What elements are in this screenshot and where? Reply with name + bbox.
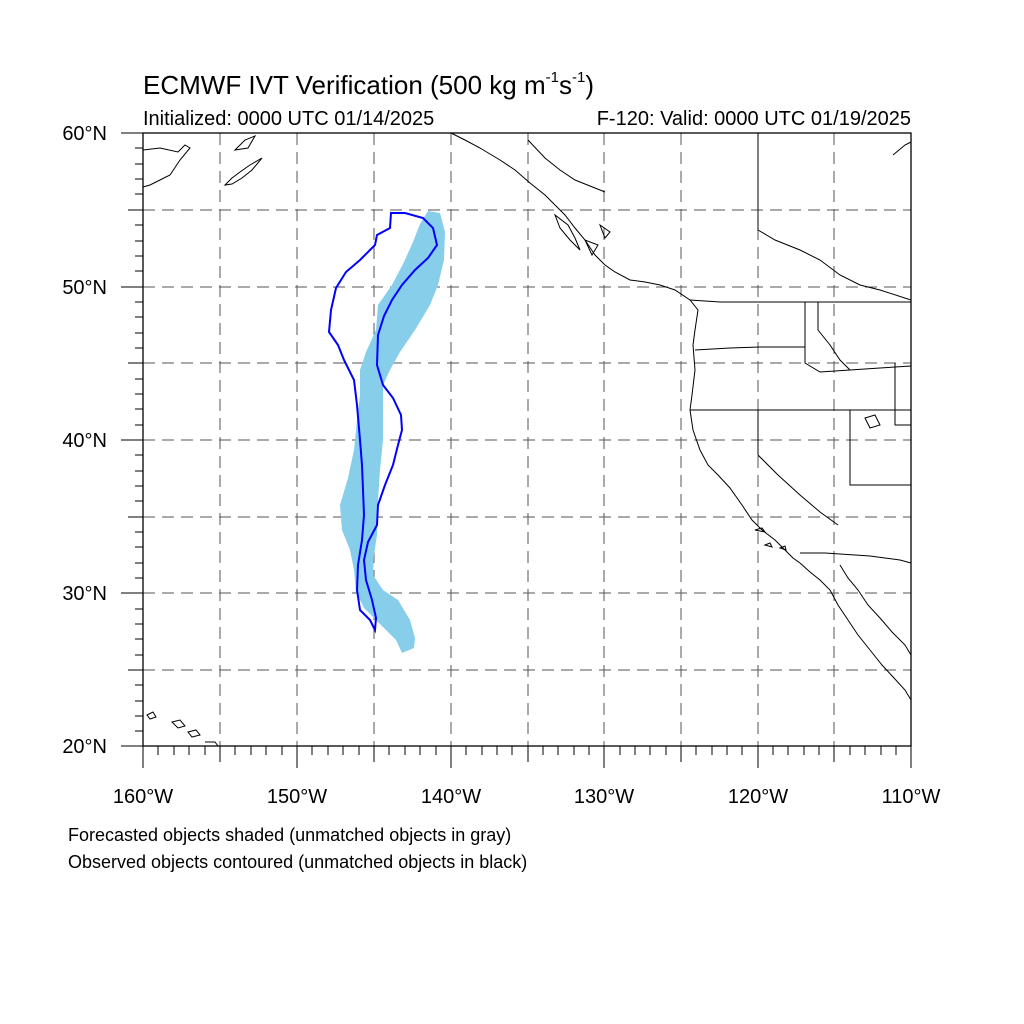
tick-marks — [121, 132, 912, 768]
lat-label-60n: 60°N — [62, 123, 107, 145]
forecast-ivt-object — [340, 211, 445, 653]
lon-label-120w: 120°W — [728, 786, 788, 808]
lat-label-40n: 40°N — [62, 430, 107, 452]
lon-label-130w: 130°W — [574, 786, 634, 808]
valid-time-label: F-120: Valid: 0000 UTC 01/19/2025 — [596, 108, 911, 130]
lon-label-110w: 110°W — [882, 786, 941, 808]
init-time-label: Initialized: 0000 UTC 01/14/2025 — [143, 108, 435, 130]
observed-caption: Observed objects contoured (unmatched ob… — [68, 852, 528, 872]
lon-label-150w: 150°W — [267, 786, 327, 808]
lat-label-30n: 30°N — [62, 583, 107, 605]
lon-label-160w: 160°W — [113, 786, 173, 808]
forecast-caption: Forecasted objects shaded (unmatched obj… — [68, 825, 512, 845]
grid-lines — [143, 133, 911, 746]
lat-label-50n: 50°N — [62, 277, 107, 299]
lat-label-20n: 20°N — [62, 736, 107, 758]
chart-title: ECMWF IVT Verification (500 kg m-1s-1) — [143, 69, 594, 100]
coastlines — [142, 132, 912, 747]
lon-label-140w: 140°W — [421, 786, 481, 808]
observed-ivt-contour — [327, 212, 439, 634]
